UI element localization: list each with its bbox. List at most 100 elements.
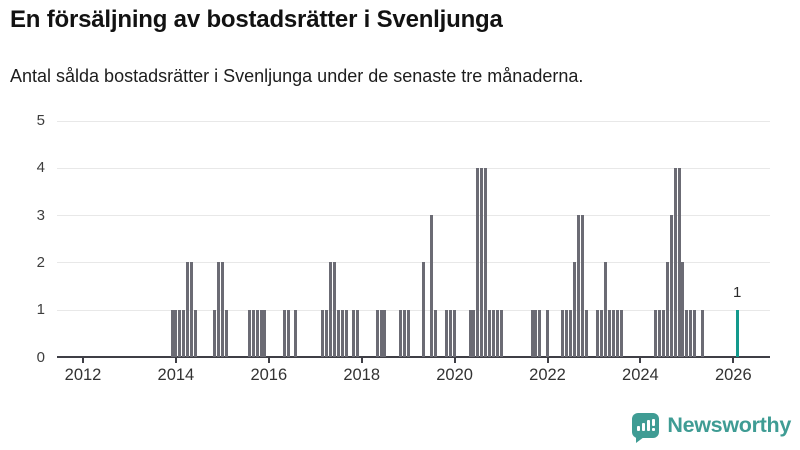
x-axis-tick — [174, 358, 177, 363]
bar-chart-speech-bubble-icon — [632, 413, 660, 443]
bar — [453, 309, 457, 357]
x-axis-label: 2012 — [64, 366, 102, 384]
bar — [619, 309, 623, 357]
gridline — [57, 215, 770, 217]
bar — [213, 309, 217, 357]
x-axis-label: 2018 — [343, 366, 381, 384]
bar — [596, 309, 600, 357]
x-axis-label: 2024 — [622, 366, 659, 384]
bar — [321, 309, 325, 357]
x-axis-label: 2014 — [157, 366, 195, 384]
bar — [282, 309, 286, 357]
bar — [224, 309, 228, 357]
bar — [580, 215, 584, 357]
bar — [480, 167, 484, 357]
bar — [669, 215, 673, 357]
bar — [534, 309, 538, 357]
bar — [693, 309, 697, 357]
bar — [259, 309, 263, 357]
bar — [546, 309, 549, 357]
x-axis-label: 2022 — [529, 366, 566, 384]
x-axis-tick — [546, 358, 549, 363]
bar — [565, 309, 569, 357]
y-axis-label: 4 — [36, 159, 45, 177]
newsworthy-logo: Newsworthy — [632, 413, 791, 443]
bar — [445, 309, 449, 357]
logo-exclamation-dot — [652, 428, 656, 431]
bar — [193, 309, 197, 357]
logo-exclamation-stem — [652, 419, 656, 426]
bar — [333, 262, 337, 357]
y-axis-label: 2 — [36, 253, 45, 271]
bar — [472, 309, 476, 357]
bar — [178, 309, 182, 357]
bar — [422, 262, 426, 357]
bar — [255, 309, 259, 357]
bar — [329, 262, 333, 357]
bar — [383, 309, 387, 357]
bar — [681, 262, 685, 357]
gridline — [57, 309, 770, 311]
y-axis-label: 3 — [36, 206, 45, 224]
bar — [484, 167, 488, 357]
bar — [615, 309, 619, 357]
bar — [677, 167, 681, 357]
bar — [247, 309, 251, 357]
bar — [406, 309, 410, 357]
x-axis-tick — [453, 358, 456, 363]
bar — [476, 167, 480, 357]
x-axis-tick — [732, 358, 735, 363]
bar — [584, 309, 588, 357]
highlight-value-label: 1 — [732, 283, 742, 301]
bar — [286, 309, 290, 357]
y-axis-label: 1 — [36, 301, 45, 319]
bar — [379, 309, 383, 357]
logo-bar-tall — [647, 420, 651, 431]
gridline — [57, 262, 770, 264]
bar — [216, 262, 220, 357]
bar — [495, 309, 499, 357]
bar — [499, 309, 503, 357]
x-axis-line — [57, 356, 770, 358]
bar — [530, 309, 534, 357]
bar — [220, 262, 224, 357]
bar — [468, 309, 472, 357]
gridline — [57, 167, 770, 169]
bar — [182, 309, 186, 357]
bar — [662, 309, 666, 357]
bar — [689, 309, 693, 357]
bar — [325, 309, 329, 357]
y-axis-label: 5 — [36, 112, 45, 130]
bar — [573, 262, 577, 357]
x-axis-label: 2026 — [714, 366, 752, 384]
bar — [700, 309, 704, 357]
bar — [375, 309, 379, 357]
bar — [186, 262, 189, 357]
x-axis-label: 2020 — [436, 366, 473, 384]
bar — [685, 309, 689, 357]
bar — [344, 309, 348, 357]
bar — [352, 309, 356, 357]
bar — [491, 309, 495, 357]
bar — [251, 309, 255, 357]
y-axis-label: 0 — [36, 348, 45, 366]
bar — [600, 309, 604, 357]
bar — [433, 309, 437, 357]
bar — [189, 262, 193, 357]
chart-subtitle: Antal sålda bostadsrätter i Svenljunga u… — [10, 66, 584, 86]
bar — [561, 309, 565, 357]
bar — [174, 309, 178, 357]
bar — [654, 309, 658, 357]
bar — [402, 309, 406, 357]
bar — [569, 309, 573, 357]
bar — [604, 262, 608, 357]
x-axis-tick — [639, 358, 642, 363]
bar — [673, 167, 677, 357]
bar — [658, 309, 662, 357]
x-axis-tick — [82, 358, 84, 363]
x-axis-label: 2016 — [250, 366, 288, 384]
bar — [336, 309, 340, 357]
bar — [340, 309, 344, 357]
bar — [294, 309, 298, 357]
bar — [429, 215, 433, 357]
